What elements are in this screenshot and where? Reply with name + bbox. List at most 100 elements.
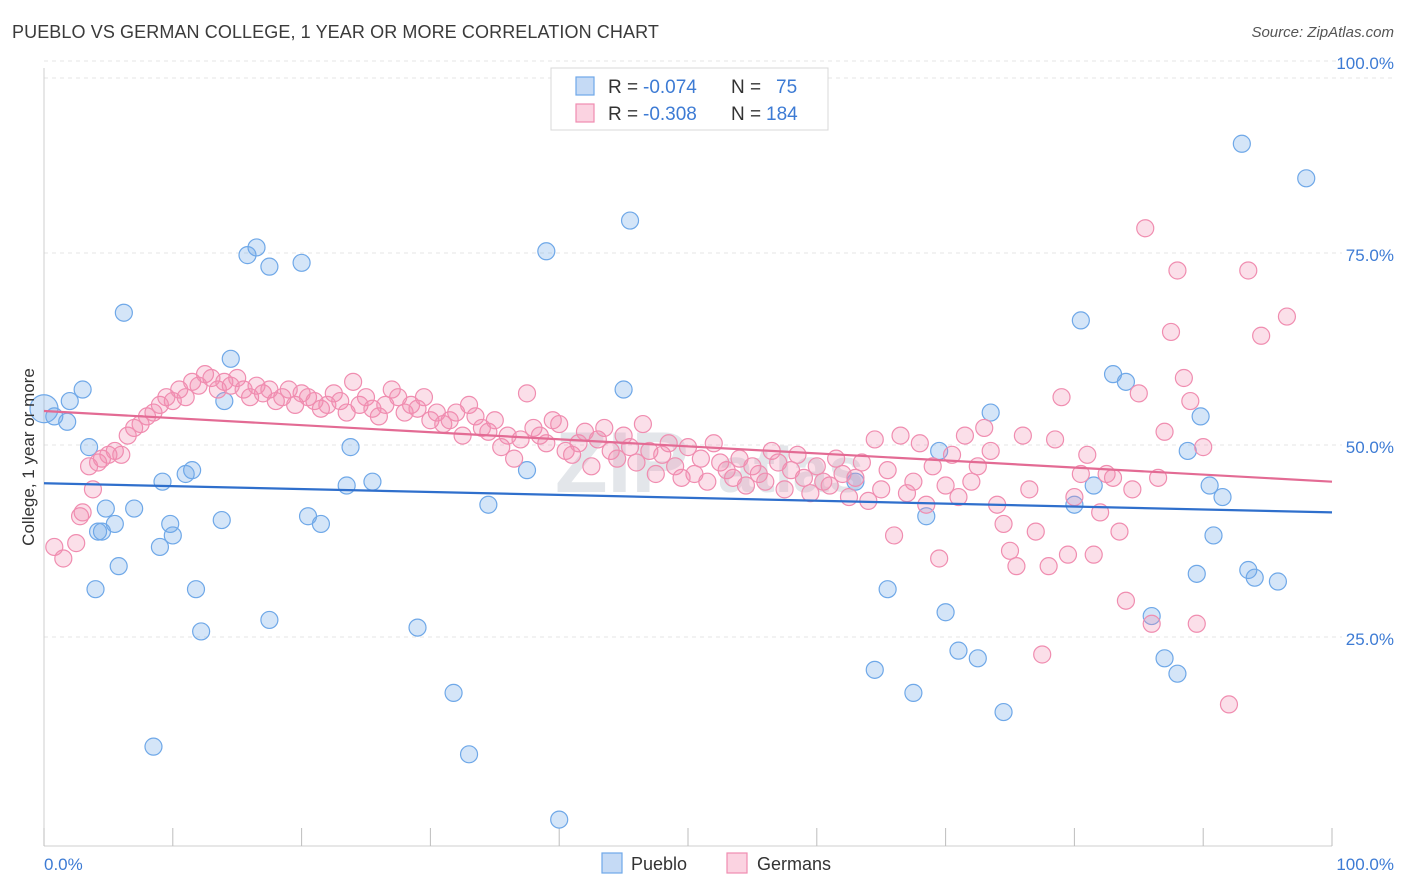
legend-top-box <box>550 67 829 131</box>
y-tick-label-3: 100.0% <box>1336 54 1394 73</box>
germans-point-181 <box>1239 261 1258 280</box>
germans-point-126 <box>852 453 871 472</box>
germans-point-45 <box>331 391 350 411</box>
germans-point-171 <box>1142 614 1161 633</box>
watermark-atlas: atlas <box>718 434 864 506</box>
legend-swatch-pueblo <box>575 76 595 96</box>
germans-point-65 <box>459 395 479 414</box>
pueblo-point-9 <box>96 499 115 518</box>
germans-point-169 <box>1129 384 1148 403</box>
pueblo-point-41 <box>537 242 556 261</box>
x-tick-label-max: 100.0% <box>1336 855 1394 874</box>
germans-point-92 <box>633 414 653 434</box>
legend-r-label-germans: R = <box>608 104 638 125</box>
germans-point-47 <box>344 372 363 391</box>
germans-point-154 <box>1033 645 1052 664</box>
germans-point-94 <box>646 464 665 484</box>
germans-point-168 <box>1123 480 1142 499</box>
germans-point-129 <box>872 480 891 499</box>
germans-point-170 <box>1136 219 1155 238</box>
pueblo-point-60 <box>1116 372 1136 391</box>
pueblo-point-29 <box>260 257 279 276</box>
legend-r-value-germans: -0.308 <box>643 104 697 125</box>
pueblo-point-37 <box>444 683 463 702</box>
watermark: ZIP atlas <box>555 415 864 511</box>
germans-point-128 <box>865 430 884 449</box>
germans-point-74 <box>517 384 537 403</box>
germans-point-66 <box>466 407 485 426</box>
pueblo-point-3 <box>60 391 79 411</box>
germans-point-157 <box>1052 388 1071 407</box>
germans-point-159 <box>1065 487 1084 507</box>
legend-bottom: Pueblo Germans <box>601 852 831 874</box>
pueblo-point-7 <box>88 522 108 541</box>
pueblo-point-52 <box>949 641 968 660</box>
pueblo-point-32 <box>311 514 331 534</box>
germans-point-173 <box>1155 422 1174 441</box>
pueblo-point-42 <box>550 810 569 829</box>
pueblo-point-21 <box>186 580 206 599</box>
pueblo-point-15 <box>150 537 170 557</box>
germans-point-148 <box>994 514 1013 534</box>
germans-point-139 <box>936 476 955 495</box>
germans-point-183 <box>1277 307 1297 326</box>
germans-point-4 <box>73 503 92 522</box>
germans-point-81 <box>562 445 582 464</box>
x-ticks <box>43 828 1333 846</box>
y-tick-label-1: 50.0% <box>1346 438 1394 457</box>
germans-point-174 <box>1161 322 1181 342</box>
x-tick-label-min: 0.0% <box>44 855 83 874</box>
germans-point-176 <box>1174 368 1193 388</box>
pueblo-point-68 <box>1204 526 1223 545</box>
pueblo-point-62 <box>1155 649 1174 668</box>
germans-point-179 <box>1194 438 1213 457</box>
germans-point-125 <box>846 468 865 487</box>
germans-point-137 <box>923 457 942 476</box>
germans-point-131 <box>884 526 904 545</box>
germans-point-165 <box>1103 468 1123 487</box>
pueblo-point-35 <box>363 472 382 491</box>
pueblo-point-58 <box>1084 476 1103 495</box>
pueblo-point-46 <box>865 660 884 679</box>
germans-point-101 <box>691 449 710 468</box>
germans-point-166 <box>1110 522 1129 541</box>
germans-point-57 <box>408 399 427 418</box>
pueblo-point-66 <box>1191 407 1210 426</box>
legend-n-value-pueblo: 75 <box>776 77 797 98</box>
pueblo-point-43 <box>614 380 633 399</box>
germans-point-86 <box>595 418 614 438</box>
pueblo-trend-line <box>43 482 1333 514</box>
pueblo-point-53 <box>968 649 987 668</box>
germans-point-182 <box>1252 326 1271 345</box>
pueblo-point-57 <box>1071 311 1090 330</box>
germans-point-84 <box>582 457 601 476</box>
legend-bottom-label-germans: Germans <box>757 854 831 874</box>
pueblo-point-12 <box>114 303 133 322</box>
pueblo-point-16 <box>153 472 172 491</box>
germans-point-51 <box>369 407 388 426</box>
chart-source: Source: ZipAtlas.com <box>1251 24 1394 41</box>
germans-point-124 <box>839 487 859 507</box>
germans-point-140 <box>942 445 962 464</box>
pueblo-point-6 <box>86 580 105 599</box>
pueblo-point-24 <box>215 391 234 411</box>
germans-point-134 <box>904 472 923 491</box>
germans-point-143 <box>962 472 981 491</box>
germans-point-161 <box>1078 445 1097 464</box>
germans-point-70 <box>492 438 511 457</box>
pueblo-point-5 <box>79 438 99 457</box>
pueblo-point-14 <box>144 737 163 756</box>
pueblo-point-54 <box>981 403 1000 422</box>
legend-n-value-germans: 184 <box>766 104 798 125</box>
legend-n-label-germans: N = <box>731 104 761 125</box>
germans-point-91 <box>627 453 646 472</box>
germans-point-151 <box>1013 426 1032 445</box>
pueblo-point-51 <box>936 603 955 622</box>
germans-point-121 <box>820 476 839 495</box>
pueblo-point-4 <box>73 380 92 399</box>
germans-point-132 <box>891 426 910 445</box>
pueblo-point-20 <box>183 461 202 480</box>
grid-lines <box>44 60 1394 638</box>
y-axis-title: College, 1 year or more <box>19 368 38 546</box>
